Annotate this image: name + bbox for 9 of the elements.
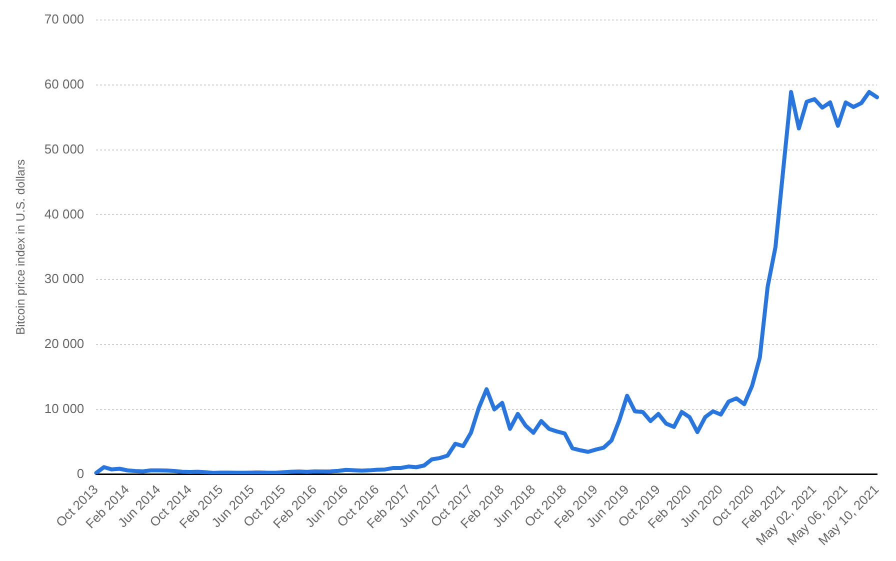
- y-tick-label: 50 000: [44, 141, 84, 156]
- y-tick-label: 20 000: [44, 336, 84, 352]
- y-tick-label: 0: [76, 466, 84, 481]
- y-tick-label: 60 000: [44, 76, 84, 92]
- y-tick-label: 30 000: [44, 271, 84, 286]
- y-axis-title: Bitcoin price index in U.S. dollars: [14, 159, 28, 335]
- y-tick-label: 40 000: [44, 206, 84, 222]
- y-tick-label: 70 000: [44, 12, 84, 27]
- y-tick-label: 10 000: [44, 400, 84, 416]
